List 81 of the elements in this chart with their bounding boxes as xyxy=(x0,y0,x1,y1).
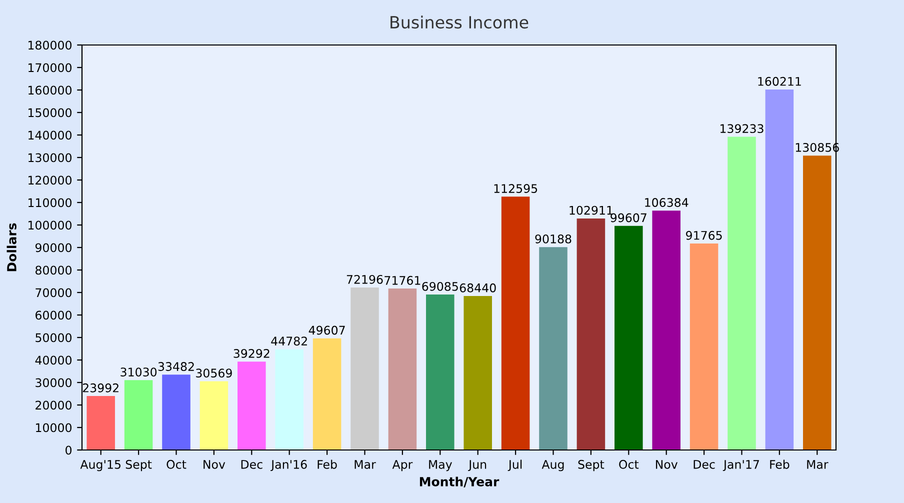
bar xyxy=(312,338,342,450)
y-tick-label: 50000 xyxy=(36,333,72,342)
data-label: 91765 xyxy=(686,230,722,240)
y-axis-title: Dollars xyxy=(6,223,16,272)
bar xyxy=(464,296,492,450)
data-label: 39292 xyxy=(234,348,270,358)
x-tick-label: Jan'17 xyxy=(722,460,759,472)
data-label: 72196 xyxy=(346,274,383,284)
y-tick-label: 150000 xyxy=(28,108,72,118)
bar xyxy=(350,288,379,450)
data-label: 23992 xyxy=(82,383,118,392)
x-tick-label: Oct xyxy=(166,460,186,469)
bar xyxy=(652,210,680,450)
x-tick-label: Jul xyxy=(508,460,522,472)
x-tick-label: Sept xyxy=(578,460,604,472)
bar xyxy=(238,362,266,450)
data-label: 106384 xyxy=(645,198,688,207)
y-tick-label: 0 xyxy=(66,446,72,455)
bar xyxy=(124,380,153,450)
bar xyxy=(426,294,454,450)
y-tick-label: 80000 xyxy=(36,266,72,275)
x-axis-title: Month/Year xyxy=(420,476,500,488)
data-label: 33482 xyxy=(158,362,194,371)
bar xyxy=(614,226,643,450)
x-tick-label: Jan'16 xyxy=(270,460,307,472)
x-tick-label: Mar xyxy=(807,460,828,469)
x-tick-label: Aug'15 xyxy=(80,460,120,472)
x-tick-label: Apr xyxy=(392,460,413,472)
y-tick-label: 40000 xyxy=(35,356,72,365)
y-tick-label: 130000 xyxy=(28,153,72,162)
data-label: 160211 xyxy=(758,76,801,86)
bar xyxy=(200,381,228,450)
bar xyxy=(86,396,115,450)
y-tick-label: 180000 xyxy=(28,40,72,50)
bar xyxy=(162,374,190,450)
bar xyxy=(803,156,832,450)
y-tick-label: 60000 xyxy=(36,310,72,320)
x-tick-label: Jun xyxy=(468,460,486,472)
x-tick-label: May xyxy=(429,460,452,472)
y-tick-label: 30000 xyxy=(36,378,72,388)
data-label: 71761 xyxy=(384,276,420,285)
x-tick-label: Nov xyxy=(204,460,226,469)
y-tick-label: 90000 xyxy=(35,243,72,252)
bar xyxy=(728,136,756,450)
y-tick-label: 170000 xyxy=(28,63,72,72)
y-tick-label: 100000 xyxy=(28,220,72,230)
data-label: 99607 xyxy=(610,213,646,222)
y-tick-label: 160000 xyxy=(28,86,72,95)
x-tick-label: Dec xyxy=(694,460,715,469)
x-tick-label: Feb xyxy=(318,460,337,469)
y-tick-label: 120000 xyxy=(28,176,72,185)
data-label: 112595 xyxy=(494,184,538,193)
bar xyxy=(765,90,794,450)
y-tick-label: 20000 xyxy=(36,400,72,410)
bar xyxy=(690,244,718,450)
x-tick-label: Feb xyxy=(770,460,790,469)
y-tick-label: 10000 xyxy=(36,423,72,432)
bar xyxy=(501,196,530,450)
x-tick-label: Aug xyxy=(542,460,564,472)
data-label: 90188 xyxy=(535,234,572,244)
data-label: 30569 xyxy=(196,368,232,378)
x-tick-label: Dec xyxy=(241,460,262,469)
data-label: 102911 xyxy=(570,206,612,215)
data-label: 49607 xyxy=(308,326,345,335)
bar xyxy=(275,349,304,450)
chart-title: Business Income xyxy=(390,16,528,29)
y-tick-label: 70000 xyxy=(36,288,72,298)
bar xyxy=(576,218,606,450)
data-label: 31030 xyxy=(120,368,157,377)
x-tick-label: Mar xyxy=(354,460,376,469)
y-tick-label: 110000 xyxy=(28,198,72,208)
bar xyxy=(388,288,417,450)
data-label: 68440 xyxy=(460,283,496,292)
x-tick-label: Sept xyxy=(126,460,152,472)
data-label: 69085 xyxy=(422,282,458,291)
bar xyxy=(539,247,568,450)
data-label: 44782 xyxy=(271,336,307,346)
x-tick-label: Oct xyxy=(619,460,639,469)
y-tick-label: 140000 xyxy=(28,130,72,140)
x-tick-label: Nov xyxy=(656,460,678,469)
data-label: 139233 xyxy=(720,124,764,134)
